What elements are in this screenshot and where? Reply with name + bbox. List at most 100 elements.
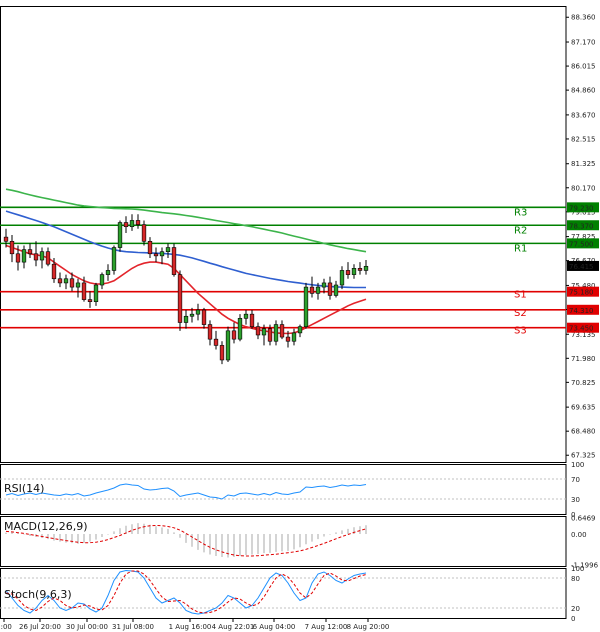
price-tick-label: 73.135 (571, 331, 596, 339)
x-tick-label: 26 Jul 20:00 (19, 623, 61, 631)
macd-label: MACD(12,26,9) (4, 520, 88, 533)
candle-body (291, 332, 297, 342)
candle-body (123, 222, 129, 228)
candle-body (189, 313, 195, 317)
level-price-tag-s2 (567, 304, 599, 315)
level-label-r2: R2 (514, 225, 527, 236)
candle-body (87, 299, 93, 302)
x-tick-label: 8 Aug 20:00 (347, 623, 390, 631)
candle-body (255, 326, 261, 336)
x-tick-label: 6 Aug 04:00 (253, 623, 296, 631)
rsi-tick-label: 70 (571, 476, 580, 484)
candle-body (81, 282, 87, 300)
candle-body (135, 220, 141, 225)
price-tick-label: 81.325 (571, 160, 596, 168)
price-tick-label: 86.015 (571, 63, 596, 71)
candle-body (327, 282, 333, 296)
candle-body (105, 270, 111, 275)
price-tick-label: 77.825 (571, 233, 596, 241)
candle-body (321, 282, 327, 288)
x-tick-label: 2:00 (0, 623, 12, 631)
candle-body (285, 336, 291, 342)
price-tick-label: 82.515 (571, 135, 596, 143)
candle-body (9, 240, 15, 255)
level-price-tag-text-s3: 73.450 (569, 325, 594, 333)
candle-body (33, 253, 39, 261)
candle-body (273, 324, 279, 342)
current-price-tag (567, 260, 599, 271)
price-tick-label: 68.480 (571, 428, 596, 436)
candle-body (279, 324, 285, 338)
candle-body (141, 224, 147, 242)
price-tick-label: 84.860 (571, 87, 596, 95)
ma-long-line (5, 188, 367, 253)
macd-tick-label: 0.00 (571, 531, 587, 539)
candle-body (63, 278, 69, 284)
stoch-d-line (5, 570, 367, 614)
stoch-tick-label: 100 (571, 565, 584, 573)
candle-body (177, 274, 183, 323)
candle-body (363, 265, 369, 271)
rsi-tick-label: 100 (571, 461, 584, 469)
stoch-panel-frame (0, 568, 567, 619)
candle-body (297, 326, 303, 334)
candle-body (69, 278, 75, 288)
x-tick-label: 31 Jul 08:00 (112, 623, 154, 631)
level-price-tag-r3 (567, 202, 599, 213)
macd-panel-frame (0, 516, 567, 567)
candle-body (237, 318, 243, 340)
level-price-tag-s3 (567, 322, 599, 333)
current-price-text: 76.415 (569, 263, 594, 271)
candle-body (75, 282, 81, 288)
candle-body (195, 309, 201, 315)
price-tick-label: 67.325 (571, 452, 596, 460)
stoch-tick-label: 20 (571, 605, 580, 613)
macd-tick-label: -1.1996 (571, 562, 599, 570)
candle-body (219, 345, 225, 361)
stoch-tick-label: 80 (571, 575, 580, 583)
rsi-tick-label: 0 (571, 511, 575, 519)
price-tick-label: 70.825 (571, 379, 596, 387)
candle-body (165, 247, 171, 252)
price-tick-label: 88.360 (571, 14, 596, 22)
level-label-s3: S3 (514, 326, 527, 337)
price-tick-label: 83.670 (571, 111, 596, 119)
price-panel-frame (0, 6, 567, 463)
level-label-s1: S1 (514, 290, 527, 301)
candle-body (3, 236, 9, 242)
candle-body (111, 247, 117, 271)
level-price-tag-text-r1: 77.500 (569, 240, 594, 248)
level-price-tag-text-s1: 75.180 (569, 289, 594, 297)
x-tick-label: 1 Aug 16:00 (169, 623, 212, 631)
candle-body (261, 328, 267, 336)
candle-body (159, 251, 165, 257)
candle-body (39, 251, 45, 261)
candle-body (93, 284, 99, 302)
candle-body (201, 309, 207, 325)
candle-body (315, 286, 321, 294)
candle-body (345, 270, 351, 275)
candle-body (351, 268, 357, 275)
level-price-tag-r1 (567, 238, 599, 249)
candle-body (357, 268, 363, 271)
macd-signal-line (5, 524, 367, 557)
candle-body (129, 220, 135, 228)
candle-body (225, 330, 231, 361)
candle-body (117, 222, 123, 248)
level-price-tag-r2 (567, 220, 599, 231)
price-tick-label: 71.980 (571, 355, 596, 363)
level-label-r3: R3 (514, 207, 527, 218)
candle-body (267, 328, 273, 342)
stoch-label: Stoch(9,6,3) (4, 588, 72, 601)
candle-body (45, 251, 51, 265)
rsi-tick-label: 30 (571, 496, 580, 504)
price-tick-label: 75.480 (571, 282, 596, 290)
price-tick-label: 69.635 (571, 404, 596, 412)
candle-body (207, 324, 213, 340)
candle-body (309, 286, 315, 294)
rsi-panel-frame (0, 464, 567, 515)
candle-body (21, 249, 27, 263)
rsi-line (5, 483, 367, 500)
level-price-tag-s1 (567, 286, 599, 297)
